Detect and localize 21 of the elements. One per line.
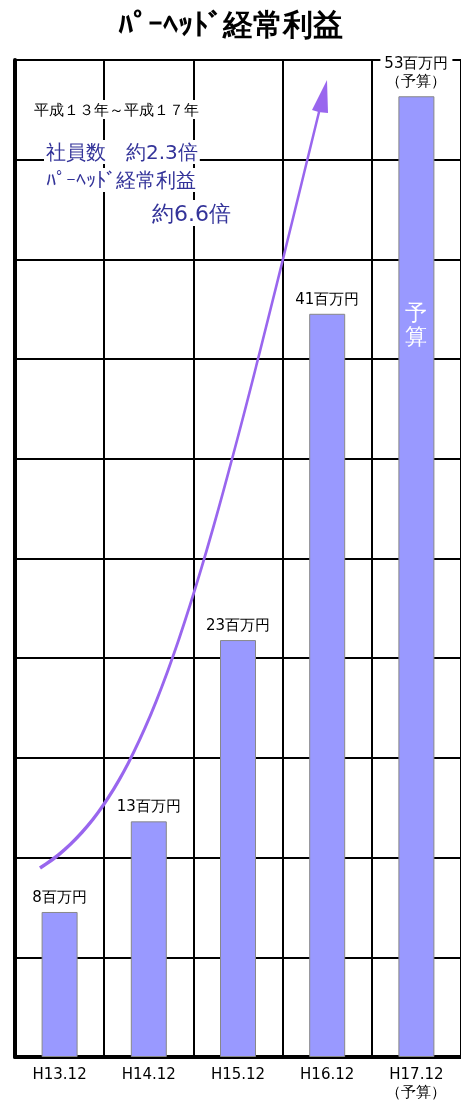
x-tick-label: H16.12 [300,1065,355,1083]
bar [309,313,346,1057]
data-label: 8百万円 [32,887,87,906]
x-tick-label: H17.12（予算） [386,1065,447,1101]
chart-title: ﾊﾟｰﾍｯﾄﾞ経常利益 [118,6,343,42]
bar [130,821,167,1057]
data-label: 53百万円（予算） [384,54,449,91]
annotation: 平成１３年～平成１７年 [34,100,199,119]
bar [220,640,256,1057]
data-label: 23百万円 [205,616,271,635]
bar [398,96,435,1057]
annotation: 社員数 約2.3倍 [46,140,198,164]
data-label: 13百万円 [116,797,181,816]
annotation: 予算 [405,299,427,349]
data-label: 41百万円 [295,289,360,308]
annotation: ﾊﾟｰﾍｯﾄﾞ経常利益 [46,168,196,192]
x-tick-label: H13.12 [32,1065,87,1083]
bar [41,911,78,1057]
x-tick-label: H15.12 [210,1065,266,1083]
annotation: 約6.6倍 [152,200,231,226]
x-tick-label: H14.12 [121,1065,176,1083]
